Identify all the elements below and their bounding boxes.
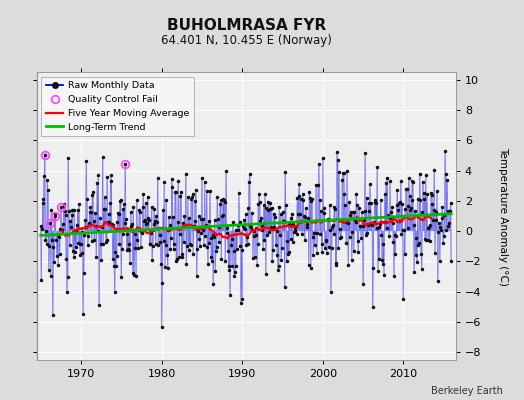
Legend: Raw Monthly Data, Quality Control Fail, Five Year Moving Average, Long-Term Tren: Raw Monthly Data, Quality Control Fail, … bbox=[41, 77, 194, 136]
Text: 64.401 N, 10.455 E (Norway): 64.401 N, 10.455 E (Norway) bbox=[161, 34, 332, 47]
Y-axis label: Temperature Anomaly (°C): Temperature Anomaly (°C) bbox=[498, 146, 508, 286]
Text: BUHOLMRASA FYR: BUHOLMRASA FYR bbox=[167, 18, 326, 33]
Text: Berkeley Earth: Berkeley Earth bbox=[431, 386, 503, 396]
